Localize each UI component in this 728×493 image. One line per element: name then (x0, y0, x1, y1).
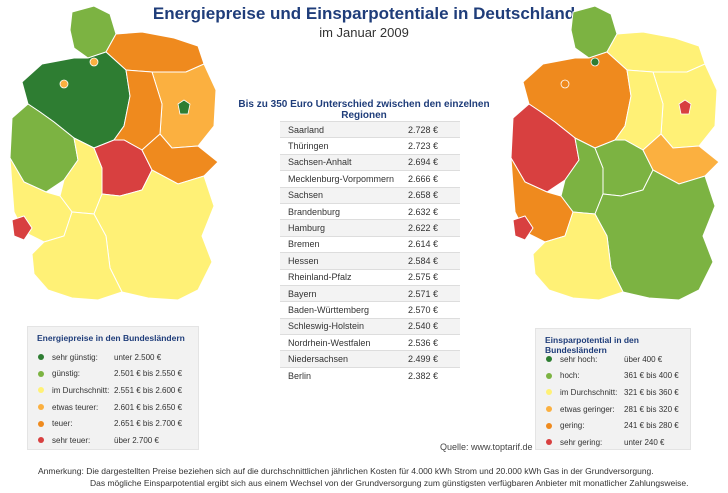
table-row: Baden-Württemberg 2.570 € (280, 301, 460, 317)
dot-icon (546, 372, 552, 379)
legend-item: günstig: 2.501 € bis 2.550 € (28, 366, 198, 383)
legend-item: sehr gering: unter 240 € (536, 434, 690, 451)
region-hamburg (89, 57, 99, 67)
table-row: Berlin 2.382 € (280, 366, 460, 383)
legend-item: im Durchschnitt: 321 € bis 360 € (536, 384, 690, 401)
table-row: Mecklenburg-Vorpommern 2.666 € (280, 170, 460, 186)
table-row: Sachsen 2.658 € (280, 186, 460, 203)
legend-item: etwas teurer: 2.601 € bis 2.650 € (28, 399, 198, 416)
footnote-line-1: Anmerkung: Die dargestellten Preise bezi… (38, 466, 654, 476)
price-table-heading: Bis zu 350 Euro Unterschied zwischen den… (238, 99, 490, 121)
region-berlin (177, 99, 191, 115)
region-saarland (512, 215, 534, 241)
legend-item: teuer: 2.651 € bis 2.700 € (28, 415, 198, 432)
region-bremen (59, 79, 69, 89)
table-row: Brandenburg 2.632 € (280, 202, 460, 219)
price-table: Saarland 2.728 € Thüringen 2.723 € Sachsen… (280, 121, 460, 383)
dot-icon (38, 370, 44, 377)
dot-icon (546, 389, 552, 396)
energy-price-map (9, 5, 219, 301)
table-row: Rheinland-Pfalz 2.575 € (280, 268, 460, 285)
footnote-line-2: Das mögliche Einsparpotential ergibt sic… (90, 478, 689, 488)
dot-icon (38, 404, 44, 411)
source-credit: Quelle: www.toptarif.de (440, 442, 533, 452)
region-bremen (560, 79, 570, 89)
dot-icon (546, 422, 552, 429)
table-row: Hessen 2.584 € (280, 252, 460, 269)
dot-icon (38, 354, 44, 361)
dot-icon (546, 406, 552, 413)
table-row: Bayern 2.571 € (280, 284, 460, 302)
region-baden-wuerttemberg (31, 211, 123, 301)
dot-icon (38, 387, 44, 394)
page-title: Energiepreise und Einsparpotentiale in D… (152, 4, 576, 23)
table-row: Bremen 2.614 € (280, 235, 460, 252)
legend-item: gering: 241 € bis 280 € (536, 417, 690, 434)
legend-item: etwas geringer: 281 € bis 320 € (536, 401, 690, 418)
region-baden-wuerttemberg (532, 211, 624, 301)
region-saarland (11, 215, 33, 241)
table-row: Hamburg 2.622 € (280, 219, 460, 236)
dot-icon (546, 439, 552, 446)
table-row: Niedersachsen 2.499 € (280, 350, 460, 367)
legend-item: im Durchschnitt: 2.551 € bis 2.600 € (28, 382, 198, 399)
legend-item: sehr teuer: über 2.700 € (28, 432, 198, 449)
legend-title: Einsparpotential in den Bundesländern (545, 335, 639, 355)
table-row: Thüringen 2.723 € (280, 137, 460, 153)
dot-icon (38, 420, 44, 427)
energy-price-legend: Energiepreise in den Bundesländern sehr … (27, 326, 199, 450)
footnote: Anmerkung: Die dargestellten Preise bezi… (38, 465, 688, 489)
legend-item: sehr günstig: unter 2.500 € (28, 349, 198, 366)
table-row: Nordrhein-Westfalen 2.536 € (280, 334, 460, 350)
legend-item: hoch: 361 € bis 400 € (536, 368, 690, 385)
table-row: Schleswig-Holstein 2.540 € (280, 317, 460, 335)
legend-title: Energiepreise in den Bundesländern (37, 333, 185, 343)
dot-icon (546, 356, 552, 363)
legend-item: sehr hoch: über 400 € (536, 351, 690, 368)
savings-legend: Einsparpotential in den Bundesländern se… (535, 328, 691, 450)
region-hamburg (590, 57, 600, 67)
region-berlin (678, 99, 692, 115)
table-row: Sachsen-Anhalt 2.694 € (280, 153, 460, 171)
dot-icon (38, 437, 44, 444)
savings-potential-map (510, 5, 720, 301)
table-row: Saarland 2.728 € (280, 121, 460, 138)
page-subtitle: im Januar 2009 (319, 25, 409, 40)
